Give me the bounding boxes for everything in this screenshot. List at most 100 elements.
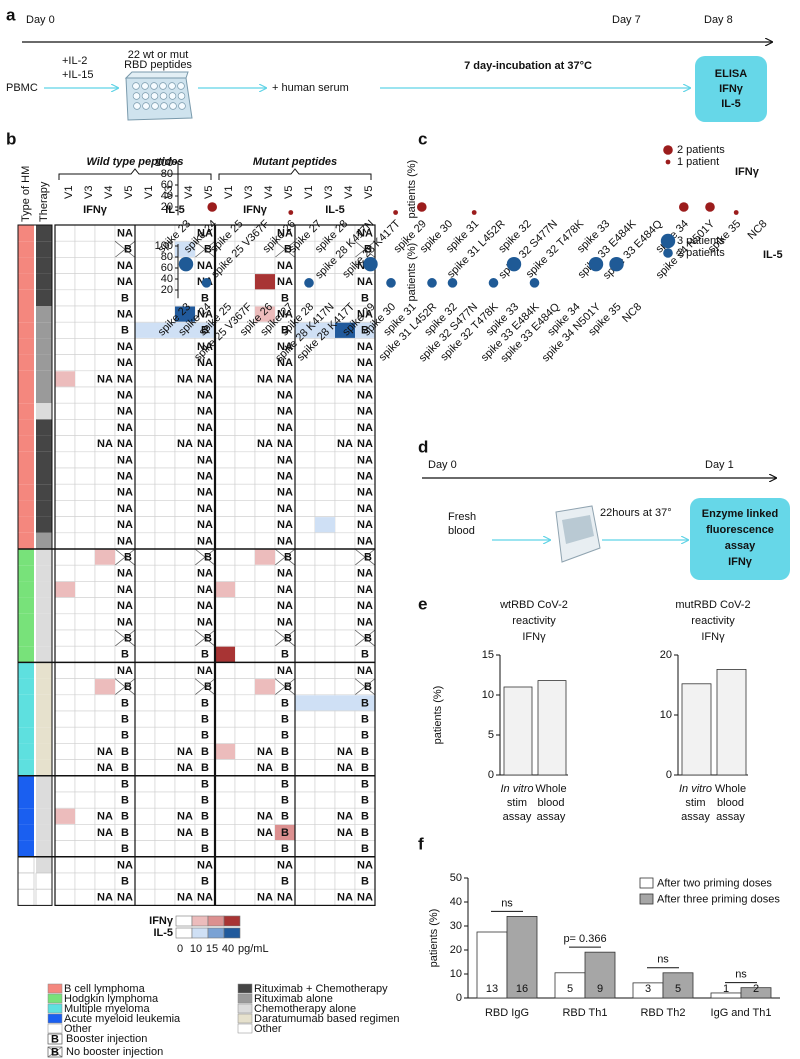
grid-cell: [315, 743, 335, 759]
legend-bubble: [663, 145, 673, 155]
legend-swatch: [48, 984, 62, 993]
grid-cell: [155, 452, 175, 468]
hm-cell: [18, 436, 34, 452]
bubble: [705, 202, 715, 212]
hm-cell: [18, 549, 34, 565]
cell-text: NA: [117, 487, 133, 499]
therapy-cell: [36, 614, 52, 630]
well: [178, 83, 185, 90]
cell-text: B: [124, 681, 132, 693]
x-tick-label: assay: [537, 811, 566, 823]
cell-text: NA: [357, 892, 373, 904]
grid-cell: [75, 727, 95, 743]
legend-label: 2 patients: [677, 144, 725, 156]
grid-cell: [215, 614, 235, 630]
cell-text: NA: [257, 762, 273, 774]
cell-text: NA: [357, 665, 373, 677]
bubble: [179, 257, 193, 271]
bubble: [202, 278, 212, 288]
group-label: Mutant peptides: [253, 156, 337, 168]
grid-cell: [215, 533, 235, 549]
stimulus: +IL-2: [62, 55, 87, 67]
therapy-cell: [36, 533, 52, 549]
y-tick-label: 0: [666, 769, 672, 781]
grid-cell: [335, 533, 355, 549]
heat-cell: [295, 695, 315, 710]
y-tick-label: 50: [450, 872, 462, 884]
grid-cell: [215, 387, 235, 403]
grid-cell: [335, 662, 355, 678]
therapy-cell: [36, 581, 52, 597]
cell-text: NA: [97, 762, 113, 774]
grid-cell: [75, 419, 95, 435]
cell-text: B: [121, 292, 129, 304]
grid-cell: [295, 371, 315, 387]
grid-cell: [135, 614, 155, 630]
grid-cell: [155, 419, 175, 435]
cell-text: B: [281, 697, 289, 709]
grid-cell: [175, 549, 195, 565]
chart-title: reactivity: [691, 615, 735, 627]
y-tick-label: 0: [488, 769, 494, 781]
cell-text: NA: [357, 584, 373, 596]
grid-cell: [235, 484, 255, 500]
grid-cell: [255, 484, 275, 500]
grid-cell: [155, 403, 175, 419]
y-tick-label: 10: [450, 968, 462, 980]
legend-label: No booster injection: [66, 1046, 163, 1058]
hm-cell: [18, 776, 34, 792]
grid-cell: [255, 630, 275, 646]
therapy-cell: [36, 290, 52, 306]
grid-cell: [155, 565, 175, 581]
grid-cell: [135, 743, 155, 759]
grid-cell: [155, 889, 175, 905]
hm-cell: [18, 225, 34, 241]
day-label: Day 0: [428, 459, 457, 471]
count-label: 16: [516, 983, 528, 995]
grid-cell: [235, 598, 255, 614]
grid-cell: [295, 484, 315, 500]
bubble: [507, 257, 521, 271]
grid-cell: [175, 776, 195, 792]
grid-cell: [75, 695, 95, 711]
hm-cell: [18, 500, 34, 516]
heat-cell: [335, 695, 355, 710]
well: [170, 103, 177, 110]
grid-cell: [215, 468, 235, 484]
grid-cell: [135, 338, 155, 354]
legend-swatch: [238, 1014, 252, 1023]
grid-cell: [155, 355, 175, 371]
row-header: Type of HM: [20, 166, 32, 222]
therapy-cell: [36, 565, 52, 581]
grid-cell: [75, 403, 95, 419]
grid-cell: [175, 841, 195, 857]
grid-cell: [315, 468, 335, 484]
chart-title: IFNγ: [522, 631, 546, 643]
grid-cell: [215, 549, 235, 565]
hm-cell: [18, 387, 34, 403]
cell-text: NA: [277, 535, 293, 547]
well: [161, 103, 168, 110]
therapy-cell: [36, 517, 52, 533]
incubation: 22hours at 37°: [600, 507, 672, 519]
hm-cell: [18, 533, 34, 549]
legend-swatch: [48, 1014, 62, 1023]
cell-text: NA: [357, 859, 373, 871]
grid-cell: [295, 387, 315, 403]
grid-cell: [235, 452, 255, 468]
scale-tick: 10: [190, 943, 202, 955]
grid-cell: [315, 792, 335, 808]
grid-cell: [75, 808, 95, 824]
grid-cell: [75, 225, 95, 241]
grid-cell: [55, 468, 75, 484]
legend-swatch: [48, 994, 62, 1003]
hm-cell: [18, 371, 34, 387]
grid-cell: [315, 646, 335, 662]
scale-cell: [192, 928, 208, 938]
x-tick-label: blood: [717, 797, 744, 809]
grid-cell: [55, 355, 75, 371]
hm-cell: [18, 581, 34, 597]
x-tick-label: RBD IgG: [485, 1007, 529, 1019]
grid-cell: [95, 387, 115, 403]
cell-text: B: [281, 827, 289, 839]
